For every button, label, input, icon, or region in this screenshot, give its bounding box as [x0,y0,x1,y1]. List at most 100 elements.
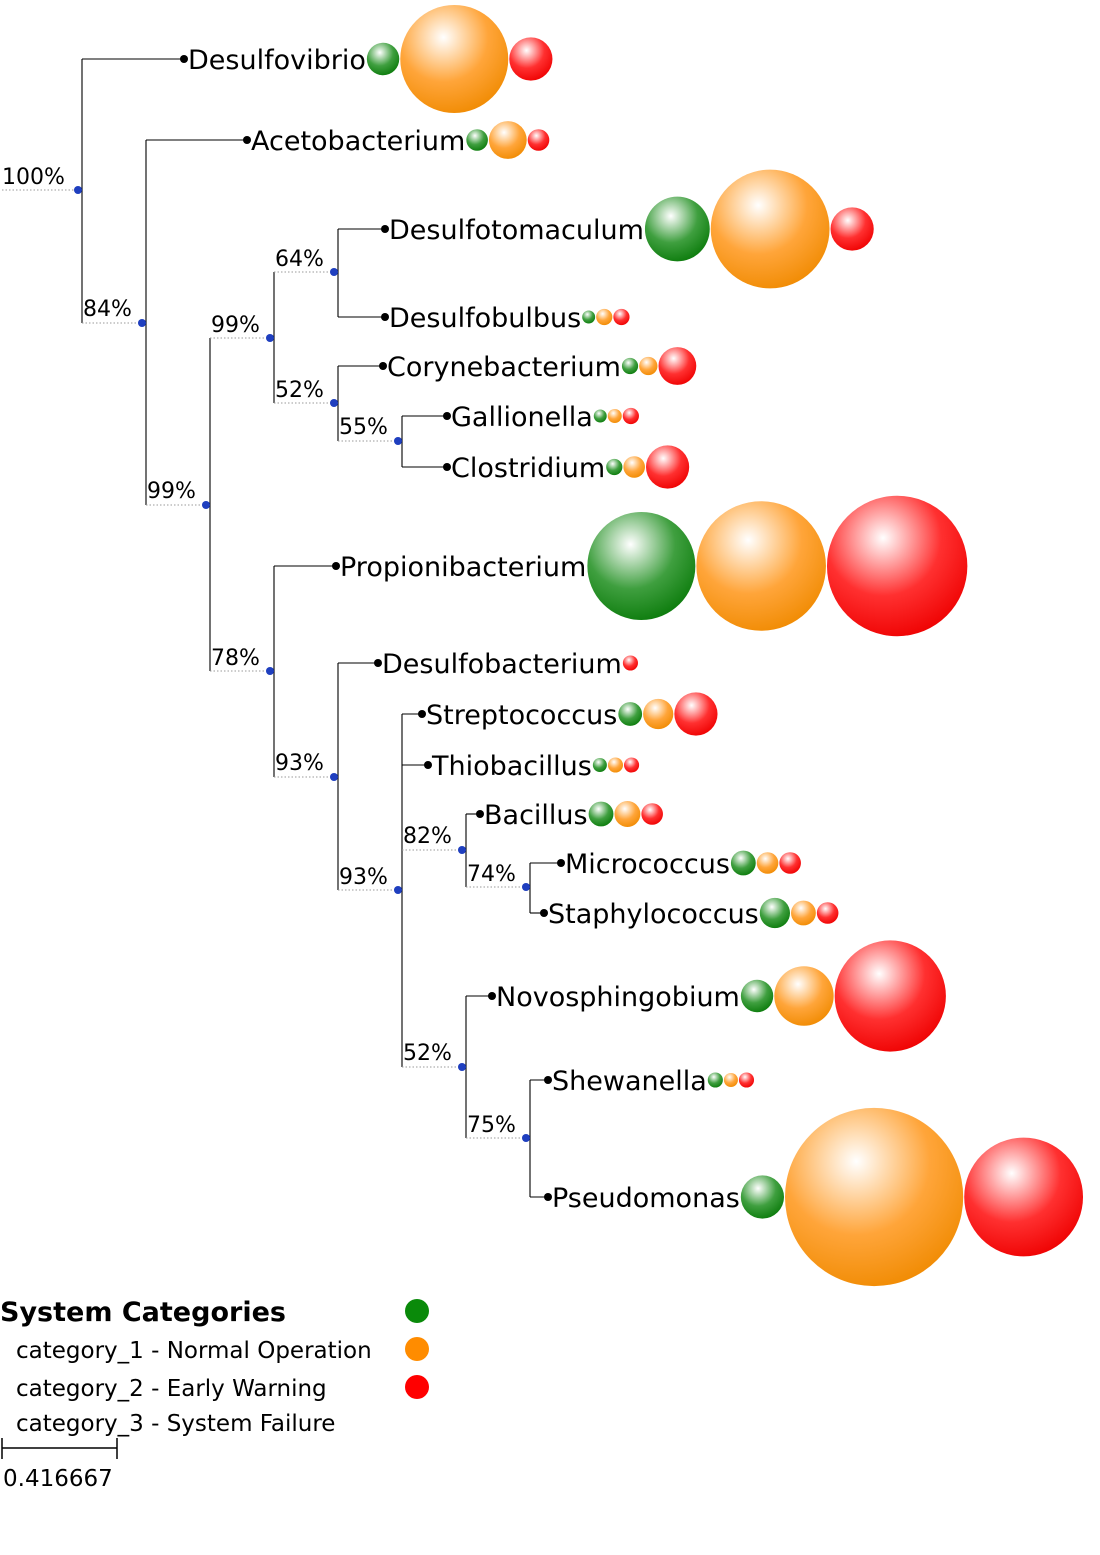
bubble-category-3 [624,757,640,773]
leaf-dot [476,810,484,818]
tree-tips: Desulfovibrio Acetobacterium Desulfotoma… [180,5,1084,1287]
bubble-category-1 [366,42,400,76]
tip-acetobacterium: Acetobacterium [243,121,550,159]
tip-corynebacterium: Corynebacterium [379,347,697,385]
legend: System Categories category_1 - Normal Op… [0,1297,429,1437]
bubble-category-2 [607,757,624,773]
bubble-category-2 [643,698,674,730]
tip-pseudomonas: Pseudomonas [544,1107,1084,1287]
bubble-category-3 [613,308,630,326]
bubble-category-1 [588,801,614,827]
bubble-category-3 [830,207,874,251]
leaf-dot [424,761,432,769]
taxon-label: Corynebacterium [387,352,621,383]
tree-branches [2,58,561,1198]
bubble-category-2 [623,456,645,478]
internal-node: 52% [275,378,338,407]
leaf-dot [544,1193,552,1201]
internal-node: 82% [403,824,466,854]
taxon-label: Shewanella [552,1066,707,1097]
bubble-category-2 [400,5,509,113]
bubble-category-1 [740,1175,785,1219]
bubble-category-3 [964,1137,1084,1257]
bubble-category-2 [710,169,830,289]
bubble-category-2 [785,1107,964,1287]
tip-bacillus: Bacillus [476,800,663,831]
internal-node: 93% [275,751,338,781]
bubble-category-2 [607,408,622,424]
bubble-category-3 [622,655,638,671]
legend-swatch-category-3 [405,1375,429,1399]
support-label: 99% [147,479,196,504]
bubble-category-1 [587,512,696,620]
leaf-dot [418,710,426,718]
bubble-category-1 [582,310,596,324]
leaf-dot [381,313,389,321]
bubble-category-2 [774,966,834,1026]
tip-propionibacterium: Propionibacterium [332,495,968,637]
internal-nodes: 100% 84% 99% 99% 64% 52% 55% 78% [2,165,530,1142]
taxon-label: Staphylococcus [548,899,759,930]
tip-streptococcus: Streptococcus [418,692,718,736]
leaf-dot [488,992,496,1000]
internal-node: 55% [339,415,402,445]
node-dot [458,846,466,854]
bubble-category-2 [696,501,826,631]
node-dot [266,334,274,342]
bubble-category-2 [639,356,658,376]
internal-node: 74% [467,862,530,891]
node-dot [330,268,338,276]
scale-bar-label: 0.416667 [3,1466,113,1492]
bubble-category-3 [816,902,839,924]
internal-node: 93% [339,865,402,894]
bubble-category-1 [730,850,756,876]
taxon-label: Propionibacterium [340,552,586,583]
node-dot [330,399,338,407]
support-label: 52% [275,378,324,403]
internal-node: 99% [211,313,274,342]
support-label: 55% [339,415,388,440]
bubble-category-3 [527,129,550,151]
leaf-dot [374,659,382,667]
legend-item-label: category_3 - System Failure [16,1411,335,1437]
support-label: 64% [275,247,324,272]
leaf-dot [180,55,188,63]
node-dot [266,667,274,675]
support-label: 78% [211,646,260,671]
internal-node: 52% [403,1041,466,1071]
support-label: 74% [467,862,516,887]
node-dot [522,883,530,891]
leaf-dot [379,362,387,370]
bubble-category-3 [834,940,946,1052]
leaf-dot [243,136,251,144]
support-label: 84% [83,297,132,322]
taxon-label: Desulfobulbus [389,303,581,334]
taxon-label: Streptococcus [426,700,617,731]
bubble-category-1 [618,702,643,726]
leaf-dot [381,225,389,233]
bubble-category-2 [791,900,816,926]
tip-novosphingobium: Novosphingobium [488,940,946,1052]
node-dot [394,437,402,445]
leaf-dot [443,463,451,471]
legend-item-label: category_1 - Normal Operation [16,1338,372,1364]
bubble-category-1 [592,757,607,773]
tip-micrococcus: Micrococcus [557,849,801,880]
bubble-category-3 [622,407,639,425]
bubble-category-1 [606,458,623,476]
support-label: 52% [403,1041,452,1066]
internal-node: 100% [2,165,82,194]
scale-bar-line [1,1438,118,1459]
internal-node: 84% [83,297,146,327]
node-dot [330,773,338,781]
tip-desulfotomaculum: Desulfotomaculum [381,169,874,289]
taxon-label: Bacillus [484,800,588,831]
leaf-dot [544,1076,552,1084]
taxon-label: Desulfovibrio [188,45,366,76]
internal-node: 78% [211,646,274,675]
taxon-label: Desulfotomaculum [389,215,644,246]
bubble-category-1 [621,357,639,375]
legend-title: System Categories [0,1297,286,1328]
